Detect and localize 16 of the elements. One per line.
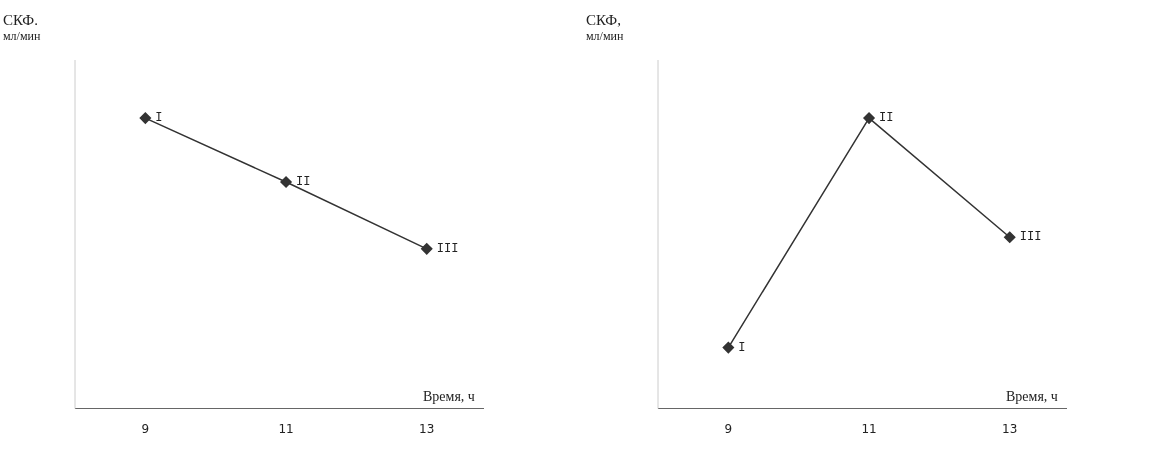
x-tick-label: 13 — [1002, 421, 1018, 436]
annotation: II — [296, 175, 311, 190]
x-tick-label: 9 — [141, 421, 150, 436]
x-tick-label: 13 — [419, 421, 435, 436]
y-axis-title: СКФ, мл/мин — [586, 12, 624, 44]
x-tick-label: 11 — [861, 421, 877, 436]
annotation: II — [879, 111, 894, 126]
x-axis-title: Время, ч — [1006, 389, 1058, 405]
x-axis-title: Время, ч — [423, 389, 475, 405]
x-tick-label: 11 — [278, 421, 294, 436]
y-axis-title: СКФ. мл/мин — [3, 12, 41, 44]
annotation: I — [155, 111, 163, 126]
x-tick-label: 9 — [724, 421, 733, 436]
annotation: III — [1019, 230, 1042, 245]
annotation: I — [738, 340, 746, 355]
annotation: III — [436, 242, 459, 256]
